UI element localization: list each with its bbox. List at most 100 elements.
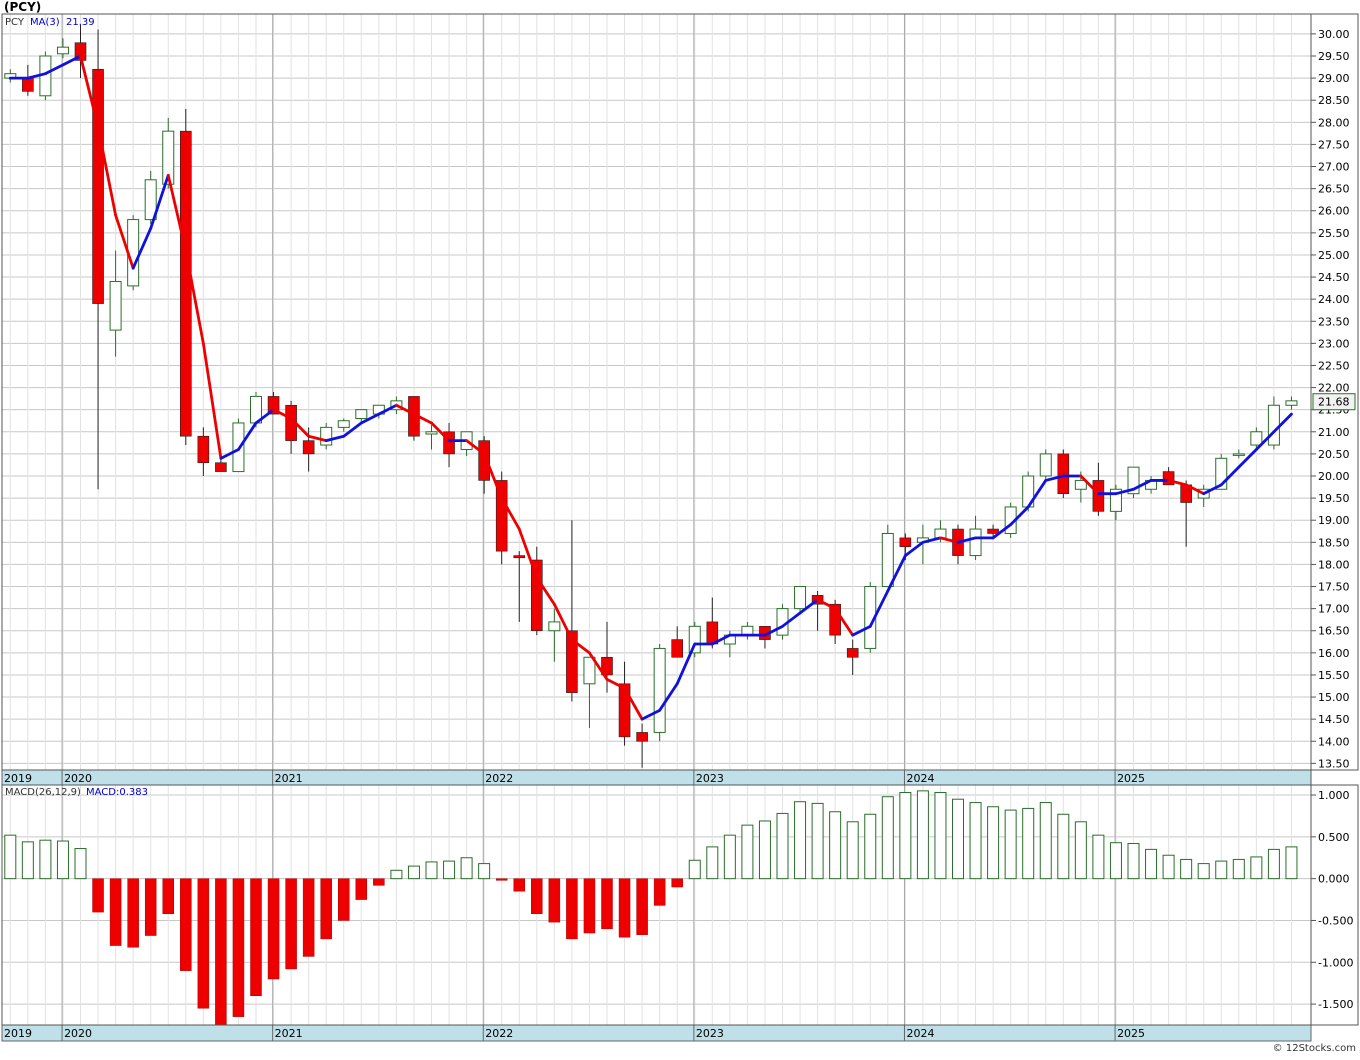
candle-body <box>495 480 508 552</box>
price-tick-label: 22.00 <box>1318 382 1350 395</box>
candle-body <box>653 647 666 733</box>
price-tick-label: 19.50 <box>1318 492 1350 505</box>
macd-bar <box>425 861 438 880</box>
price-tick-label: 17.00 <box>1318 603 1350 616</box>
candle-body <box>583 656 596 685</box>
price-tick-label: 18.50 <box>1318 536 1350 549</box>
candle-body <box>1162 471 1175 486</box>
macd-bar <box>1039 802 1052 880</box>
macd-bar <box>776 812 789 880</box>
price-tick-label: 22.50 <box>1318 359 1350 372</box>
macd-bar <box>952 798 964 880</box>
price-tick-label: 26.50 <box>1318 183 1350 196</box>
ma-segment <box>201 341 223 460</box>
macd-bar <box>829 811 842 880</box>
candle-body <box>180 130 192 437</box>
year-label: 2025 <box>1117 772 1145 785</box>
candle-body <box>1039 453 1052 477</box>
candle-body <box>899 537 912 548</box>
macd-bar <box>215 878 227 1026</box>
price-tick-label: 24.00 <box>1318 293 1350 306</box>
macd-bar <box>741 824 754 880</box>
ma-segment <box>1026 479 1048 509</box>
ma-segment <box>658 682 679 712</box>
last-price-label: 21.68 <box>1318 396 1350 409</box>
macd-bar <box>899 792 912 880</box>
candle-body <box>601 656 613 676</box>
price-tick-label: 17.50 <box>1318 581 1350 594</box>
candle-body <box>688 625 701 654</box>
ma-segment <box>184 249 205 345</box>
ma-segment <box>588 651 609 681</box>
ma-segment <box>991 523 1013 540</box>
ma-segment <box>1202 483 1223 496</box>
year-label: 2021 <box>275 1027 303 1040</box>
ma-segment <box>289 417 311 438</box>
ma-segment <box>237 421 258 451</box>
macd-bar <box>478 863 491 880</box>
macd-bar <box>513 878 525 892</box>
macd-bar <box>758 820 771 880</box>
macd-bar <box>723 834 736 880</box>
macd-bar <box>92 878 104 913</box>
year-label: 2023 <box>696 772 724 785</box>
candle-body <box>355 409 368 420</box>
macd-bar <box>390 869 403 880</box>
price-tick-label: 20.50 <box>1318 448 1350 461</box>
ma-segment <box>517 527 539 580</box>
ma-segment <box>1272 412 1293 434</box>
macd-bar <box>1074 821 1087 880</box>
candle-body <box>987 528 999 534</box>
ma-segment <box>1254 430 1276 451</box>
macd-bar <box>636 878 648 935</box>
macd-bar <box>1232 858 1245 880</box>
macd-tick-label: 1.000 <box>1318 789 1350 802</box>
macd-bar <box>460 857 473 880</box>
ma-segment <box>430 421 451 443</box>
candle-body <box>881 532 894 588</box>
macd-bar <box>250 878 262 996</box>
macd-tick-label: -0.500 <box>1318 914 1353 927</box>
macd-bar <box>495 878 508 881</box>
ma-segment <box>324 434 346 443</box>
ma-segment <box>131 227 153 270</box>
ma-segment <box>781 611 802 628</box>
candle-body <box>1127 466 1140 495</box>
year-label: 2023 <box>696 1027 724 1040</box>
price-tick-label: 25.50 <box>1318 227 1350 240</box>
candle-body <box>56 46 69 55</box>
price-tick-label: 20.00 <box>1318 470 1350 483</box>
macd-bar <box>1057 813 1070 880</box>
candle-body <box>566 630 578 693</box>
macd-bar <box>21 841 34 880</box>
candle-body <box>548 621 561 632</box>
macd-bar <box>109 878 122 946</box>
legend-ma-value: 21.39 <box>66 17 95 28</box>
macd-bar <box>373 878 385 886</box>
price-tick-label: 19.00 <box>1318 514 1350 527</box>
candle-body <box>1267 404 1280 446</box>
candle-body <box>162 130 175 185</box>
ma-segment <box>412 412 433 425</box>
macd-bar <box>1004 809 1017 880</box>
ma-segment <box>763 624 784 637</box>
candle-body <box>513 555 526 559</box>
macd-bar <box>846 821 859 880</box>
macd-bar <box>4 834 17 880</box>
ma-segment <box>465 439 486 456</box>
candle-body <box>1285 400 1298 406</box>
ma-segment <box>1167 479 1188 487</box>
ma-segment <box>675 642 697 686</box>
price-tick-label: 29.00 <box>1318 72 1350 85</box>
copyright-footer: © 12Stocks.com <box>1273 1043 1356 1054</box>
macd-bar <box>531 878 543 915</box>
candle-body <box>636 732 648 742</box>
candle-body <box>1232 453 1245 456</box>
year-label: 2020 <box>64 1027 92 1040</box>
ma-segment <box>359 412 381 425</box>
candle-body <box>443 431 455 455</box>
macd-bar <box>969 802 982 880</box>
macd-tick-label: 0.500 <box>1318 831 1350 844</box>
